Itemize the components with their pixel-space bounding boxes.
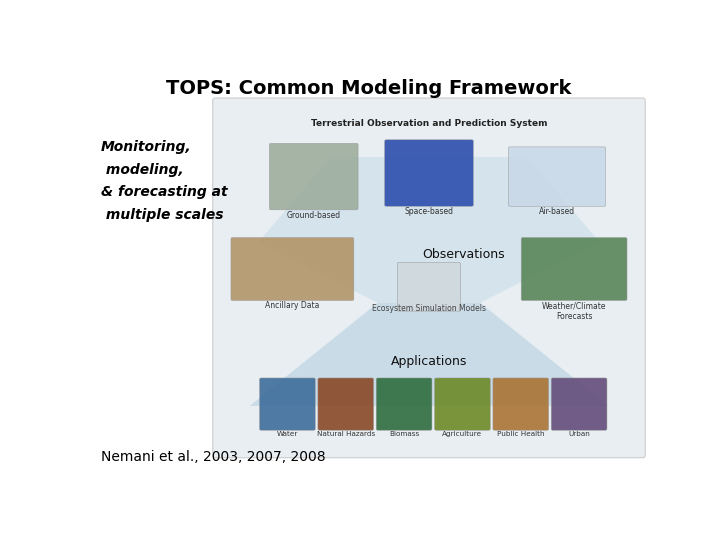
Polygon shape (258, 157, 600, 303)
FancyBboxPatch shape (493, 378, 549, 430)
FancyBboxPatch shape (508, 147, 606, 206)
Polygon shape (250, 303, 608, 406)
FancyBboxPatch shape (377, 378, 432, 430)
FancyBboxPatch shape (397, 262, 461, 311)
Text: Observations: Observations (422, 248, 505, 261)
FancyBboxPatch shape (318, 378, 374, 430)
Text: Space-based: Space-based (405, 207, 454, 216)
Text: Urban: Urban (568, 431, 590, 437)
Text: Applications: Applications (391, 355, 467, 368)
FancyBboxPatch shape (552, 378, 607, 430)
FancyBboxPatch shape (435, 378, 490, 430)
FancyBboxPatch shape (521, 238, 627, 300)
Text: Nemani et al., 2003, 2007, 2008: Nemani et al., 2003, 2007, 2008 (101, 450, 325, 464)
Text: Ground-based: Ground-based (287, 211, 341, 220)
FancyBboxPatch shape (259, 378, 315, 430)
Text: Biomass: Biomass (389, 431, 419, 437)
Text: Monitoring,: Monitoring, (101, 140, 192, 154)
FancyBboxPatch shape (213, 98, 645, 458)
Text: Ancillary Data: Ancillary Data (265, 301, 320, 310)
Text: Terrestrial Observation and Prediction System: Terrestrial Observation and Prediction S… (311, 119, 547, 128)
Text: modeling,: modeling, (101, 163, 184, 177)
Text: Agriculture: Agriculture (442, 431, 482, 437)
Text: Natural Hazards: Natural Hazards (317, 431, 375, 437)
Text: Ecosystem Simulation Models: Ecosystem Simulation Models (372, 303, 486, 313)
FancyBboxPatch shape (384, 140, 473, 206)
Text: & forecasting at: & forecasting at (101, 185, 228, 199)
Text: Public Health: Public Health (497, 431, 544, 437)
Text: multiple scales: multiple scales (101, 208, 224, 222)
Text: Air-based: Air-based (539, 207, 575, 216)
FancyBboxPatch shape (231, 238, 354, 300)
Text: Water: Water (276, 431, 298, 437)
Text: Weather/Climate
Forecasts: Weather/Climate Forecasts (542, 301, 606, 321)
Text: TOPS: Common Modeling Framework: TOPS: Common Modeling Framework (166, 79, 572, 98)
FancyBboxPatch shape (269, 143, 358, 210)
